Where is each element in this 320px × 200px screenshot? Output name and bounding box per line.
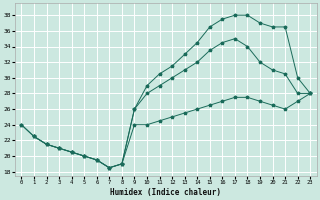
X-axis label: Humidex (Indice chaleur): Humidex (Indice chaleur) [110,188,221,197]
